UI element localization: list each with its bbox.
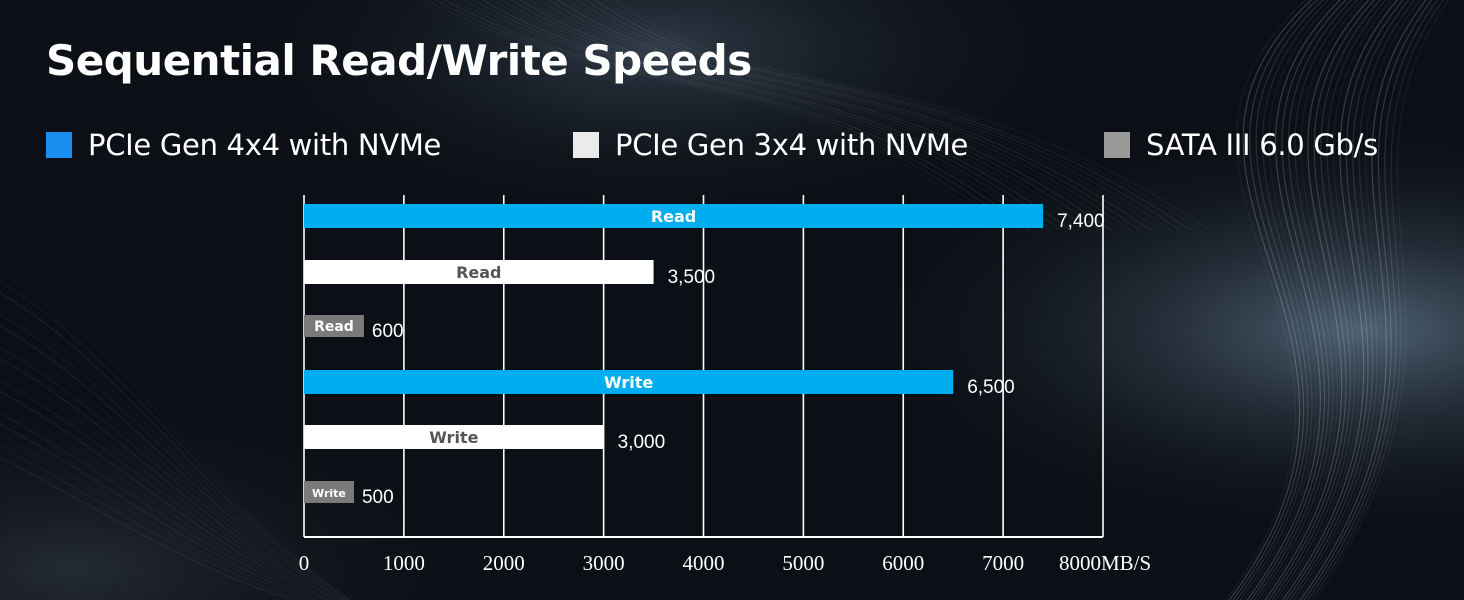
bar-label: Write	[312, 487, 346, 500]
x-tick-label: 1000	[383, 551, 425, 575]
legend-item-gen3: PCIe Gen 3x4 with NVMe	[573, 128, 968, 162]
legend-label-gen3: PCIe Gen 3x4 with NVMe	[615, 128, 969, 162]
bar	[304, 481, 354, 503]
x-tick-label: 8000MB/S	[1059, 551, 1151, 575]
legend-label-gen4: PCIe Gen 4x4 with NVMe	[88, 128, 442, 162]
x-tick-label: 0	[299, 551, 310, 575]
legend-swatch-gen4	[46, 132, 72, 158]
x-tick-label: 5000	[782, 551, 824, 575]
bar-label: Read	[651, 207, 696, 226]
value-label: 7,400	[1057, 211, 1105, 232]
legend-swatch-gen3	[573, 132, 599, 158]
bar	[304, 260, 654, 284]
x-tick-label: 6000	[882, 551, 924, 575]
bar-label: Read	[456, 263, 501, 282]
x-tick-label: 2000	[483, 551, 525, 575]
legend-item-sata: SATA III 6.0 Gb/s	[1104, 128, 1378, 162]
value-label: 3,500	[668, 267, 716, 288]
bar	[304, 204, 1044, 228]
legend-item-gen4: PCIe Gen 4x4 with NVMe	[46, 128, 441, 162]
legend-swatch-sata	[1104, 132, 1130, 158]
value-label: 500	[362, 487, 394, 508]
chart-title: Sequential Read/Write Speeds	[46, 36, 752, 85]
x-tick-label: 4000	[683, 551, 725, 575]
value-label: 6,500	[967, 377, 1015, 398]
value-label: 3,000	[618, 432, 666, 453]
bar	[304, 370, 954, 394]
bar	[304, 315, 364, 337]
x-tick-label: 7000	[982, 551, 1024, 575]
value-label: 600	[372, 321, 404, 342]
bar-label: Write	[429, 428, 478, 447]
bar	[304, 425, 604, 449]
legend-label-sata: SATA III 6.0 Gb/s	[1146, 128, 1378, 162]
bar-label: Write	[604, 373, 653, 392]
bar-label: Read	[314, 319, 354, 335]
x-tick-label: 3000	[583, 551, 625, 575]
